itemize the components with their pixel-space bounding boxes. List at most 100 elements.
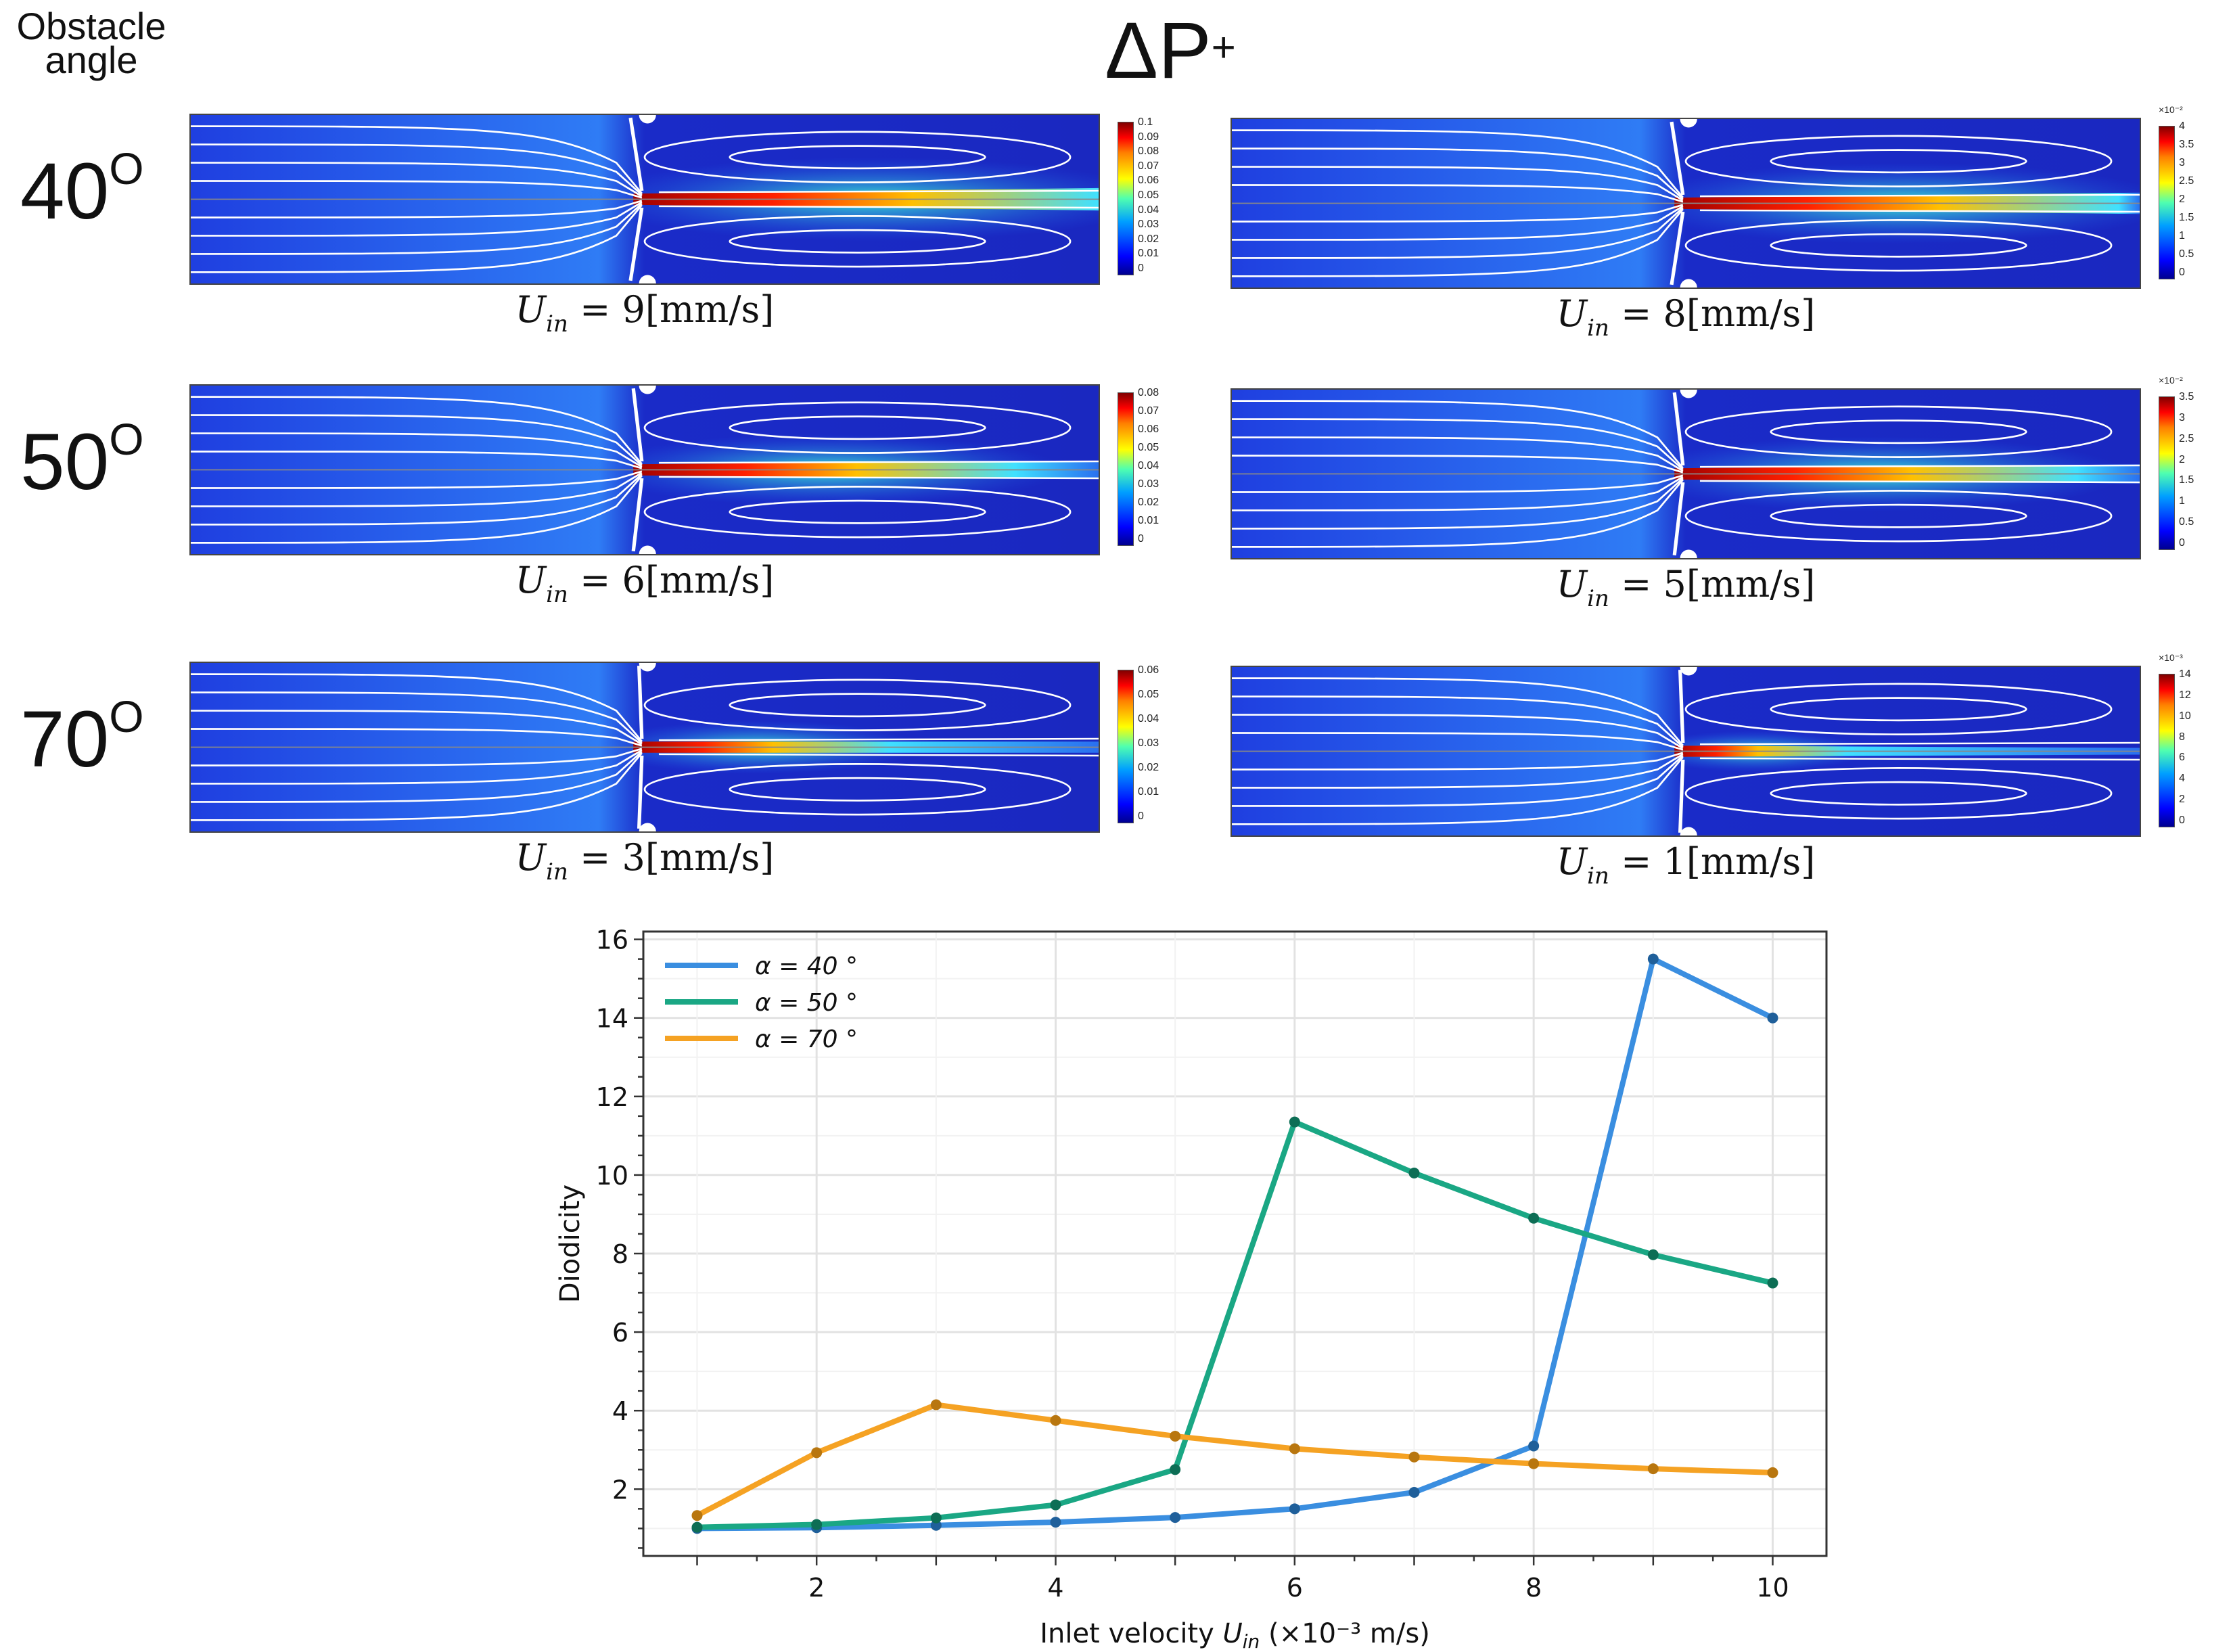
colorbar-tick-label: 2.5 bbox=[2179, 432, 2194, 444]
colorbar-tick-label: 1 bbox=[2179, 230, 2185, 242]
y-tick-label: 14 bbox=[596, 1004, 628, 1034]
caption-var: U bbox=[515, 288, 547, 331]
data-point bbox=[930, 1399, 942, 1410]
x-label-part: Inlet velocity bbox=[1040, 1618, 1222, 1649]
data-point bbox=[811, 1447, 823, 1459]
flow-panel bbox=[189, 662, 1100, 833]
colorbar-tick-label: 2 bbox=[2179, 193, 2185, 205]
colorbar-tick-label: 4 bbox=[2179, 120, 2185, 132]
colorbar-exponent: ×10⁻² bbox=[2159, 375, 2183, 386]
colorbar-tick-label: 1 bbox=[2179, 495, 2185, 507]
series-line-1 bbox=[697, 956, 1774, 1532]
flow-panel bbox=[1230, 118, 2141, 289]
data-point bbox=[1528, 1212, 1540, 1224]
caption-sub: in bbox=[546, 858, 568, 886]
colorbar-tick-label: 0 bbox=[1138, 262, 1144, 274]
colorbar-tick-label: 0 bbox=[2179, 814, 2185, 826]
series-line-2 bbox=[697, 1119, 1774, 1530]
colorbar-tick-label: 4 bbox=[2179, 773, 2185, 785]
colorbar-tick-label: 6 bbox=[2179, 752, 2185, 764]
data-point bbox=[691, 1510, 703, 1521]
row-label-70: 70O bbox=[20, 691, 156, 785]
obstacle-angle-label: Obstacle angle bbox=[7, 7, 176, 81]
colorbar-tick-label: 0.1 bbox=[1138, 116, 1153, 128]
y-tick-label: 12 bbox=[596, 1082, 628, 1112]
colorbar-tick-label: 0.04 bbox=[1138, 713, 1159, 725]
caption-var: U bbox=[1556, 292, 1588, 335]
data-point bbox=[1528, 1458, 1540, 1469]
caption-var: U bbox=[515, 836, 547, 879]
data-point bbox=[1050, 1499, 1061, 1511]
data-point bbox=[1170, 1464, 1181, 1475]
data-point bbox=[1647, 953, 1659, 965]
row-angle: 50 bbox=[20, 417, 110, 507]
x-axis-label: Inlet velocity Uin (×10⁻³ m/s) bbox=[1040, 1618, 1430, 1652]
title-superscript: + bbox=[1211, 24, 1236, 71]
colorbar-tick-label: 0.02 bbox=[1138, 233, 1159, 245]
caption-value: = 8[mm/s] bbox=[1609, 292, 1816, 335]
data-point bbox=[1289, 1503, 1300, 1515]
y-tick-label: 6 bbox=[612, 1318, 628, 1348]
colorbar-tick-label: 0 bbox=[2179, 267, 2185, 278]
data-point bbox=[1528, 1440, 1540, 1452]
colorbar-tick-label: 0.08 bbox=[1138, 145, 1159, 158]
colorbar-tick-label: 2 bbox=[2179, 794, 2185, 806]
colorbar-tick-label: 0.04 bbox=[1138, 460, 1159, 472]
colorbar-tick-label: 0.04 bbox=[1138, 204, 1159, 216]
legend-label: α = 70 ° bbox=[755, 1026, 858, 1053]
flow-panel bbox=[189, 384, 1100, 555]
series-line-3 bbox=[695, 1402, 1773, 1518]
y-tick-label: 8 bbox=[612, 1239, 628, 1269]
colorbar-tick-label: 0 bbox=[2179, 537, 2185, 549]
colorbar-tick-label: 1.5 bbox=[2179, 474, 2194, 486]
colorbar-exponent: ×10⁻³ bbox=[2159, 652, 2183, 663]
colorbar-tick-label: 14 bbox=[2179, 668, 2191, 680]
caption-var: U bbox=[1556, 563, 1588, 605]
flow-panel bbox=[1230, 388, 2141, 559]
obstacle-label-line2: angle bbox=[45, 39, 138, 81]
colorbar-exponent: ×10⁻² bbox=[2159, 104, 2183, 115]
data-point bbox=[1408, 1451, 1420, 1463]
colorbar-tick-label: 3 bbox=[2179, 157, 2185, 168]
colorbar-tick-label: 0.02 bbox=[1138, 497, 1159, 508]
data-point bbox=[1408, 1486, 1420, 1498]
data-point bbox=[1050, 1415, 1061, 1426]
colorbar bbox=[1118, 670, 1134, 823]
flow-panel bbox=[189, 114, 1100, 285]
colorbar-tick-label: 0.05 bbox=[1138, 689, 1159, 700]
degree-symbol: O bbox=[109, 691, 144, 741]
caption-var: U bbox=[1556, 840, 1588, 883]
caption-value: = 6[mm/s] bbox=[568, 559, 775, 601]
data-point bbox=[1647, 1249, 1659, 1260]
velocity-caption: Uin = 5[mm/s] bbox=[1449, 563, 1923, 612]
colorbar-tick-label: 3.5 bbox=[2179, 139, 2194, 150]
colorbar bbox=[2159, 396, 2175, 550]
colorbar-tick-label: 12 bbox=[2179, 689, 2191, 701]
x-tick-label: 4 bbox=[1047, 1573, 1063, 1603]
velocity-caption: Uin = 8[mm/s] bbox=[1449, 292, 1923, 342]
y-tick-label: 10 bbox=[596, 1161, 628, 1191]
colorbar-tick-label: 0.01 bbox=[1138, 248, 1159, 260]
x-tick-label: 6 bbox=[1287, 1573, 1303, 1603]
caption-value: = 5[mm/s] bbox=[1609, 563, 1816, 605]
colorbar-tick-label: 0.07 bbox=[1138, 160, 1159, 172]
data-point bbox=[811, 1519, 823, 1530]
data-point bbox=[1050, 1517, 1061, 1528]
colorbar-tick-label: 0.06 bbox=[1138, 175, 1159, 187]
colorbar-tick-label: 8 bbox=[2179, 731, 2185, 743]
colorbar-tick-label: 2 bbox=[2179, 453, 2185, 465]
data-point bbox=[1289, 1443, 1300, 1454]
x-tick-label: 2 bbox=[808, 1573, 825, 1603]
legend-label: α = 40 ° bbox=[755, 953, 858, 980]
flow-panel bbox=[1230, 666, 2141, 837]
caption-sub: in bbox=[1587, 863, 1609, 890]
colorbar-tick-label: 0 bbox=[1138, 810, 1144, 822]
colorbar-tick-label: 0.09 bbox=[1138, 131, 1159, 143]
y-tick-label: 4 bbox=[612, 1396, 628, 1426]
colorbar-tick-label: 0 bbox=[1138, 533, 1144, 545]
x-label-part: (×10⁻³ m/s) bbox=[1260, 1618, 1429, 1649]
colorbar bbox=[1118, 122, 1134, 275]
velocity-caption: Uin = 1[mm/s] bbox=[1449, 840, 1923, 890]
colorbar bbox=[2159, 126, 2175, 279]
caption-sub: in bbox=[1587, 315, 1609, 342]
